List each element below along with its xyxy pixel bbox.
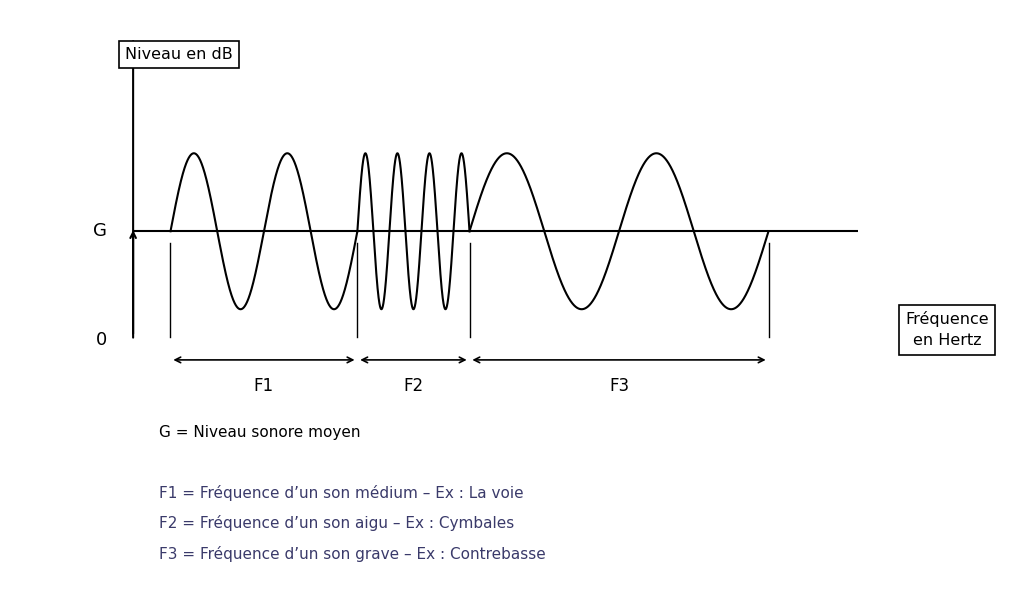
Text: F2 = Fréquence d’un son aigu – Ex : Cymbales: F2 = Fréquence d’un son aigu – Ex : Cymb…	[159, 515, 514, 531]
Text: Fréquence
en Hertz: Fréquence en Hertz	[905, 311, 989, 348]
Text: F2: F2	[403, 377, 424, 395]
Text: G = Niveau sonore moyen: G = Niveau sonore moyen	[159, 425, 360, 440]
Text: G: G	[93, 222, 106, 240]
Text: F1: F1	[254, 377, 274, 395]
Text: Niveau en dB: Niveau en dB	[125, 47, 233, 62]
Text: F1 = Fréquence d’un son médium – Ex : La voie: F1 = Fréquence d’un son médium – Ex : La…	[159, 485, 523, 501]
Text: F3: F3	[609, 377, 629, 395]
Text: 0: 0	[95, 332, 106, 350]
Text: F3 = Fréquence d’un son grave – Ex : Contrebasse: F3 = Fréquence d’un son grave – Ex : Con…	[159, 546, 546, 561]
